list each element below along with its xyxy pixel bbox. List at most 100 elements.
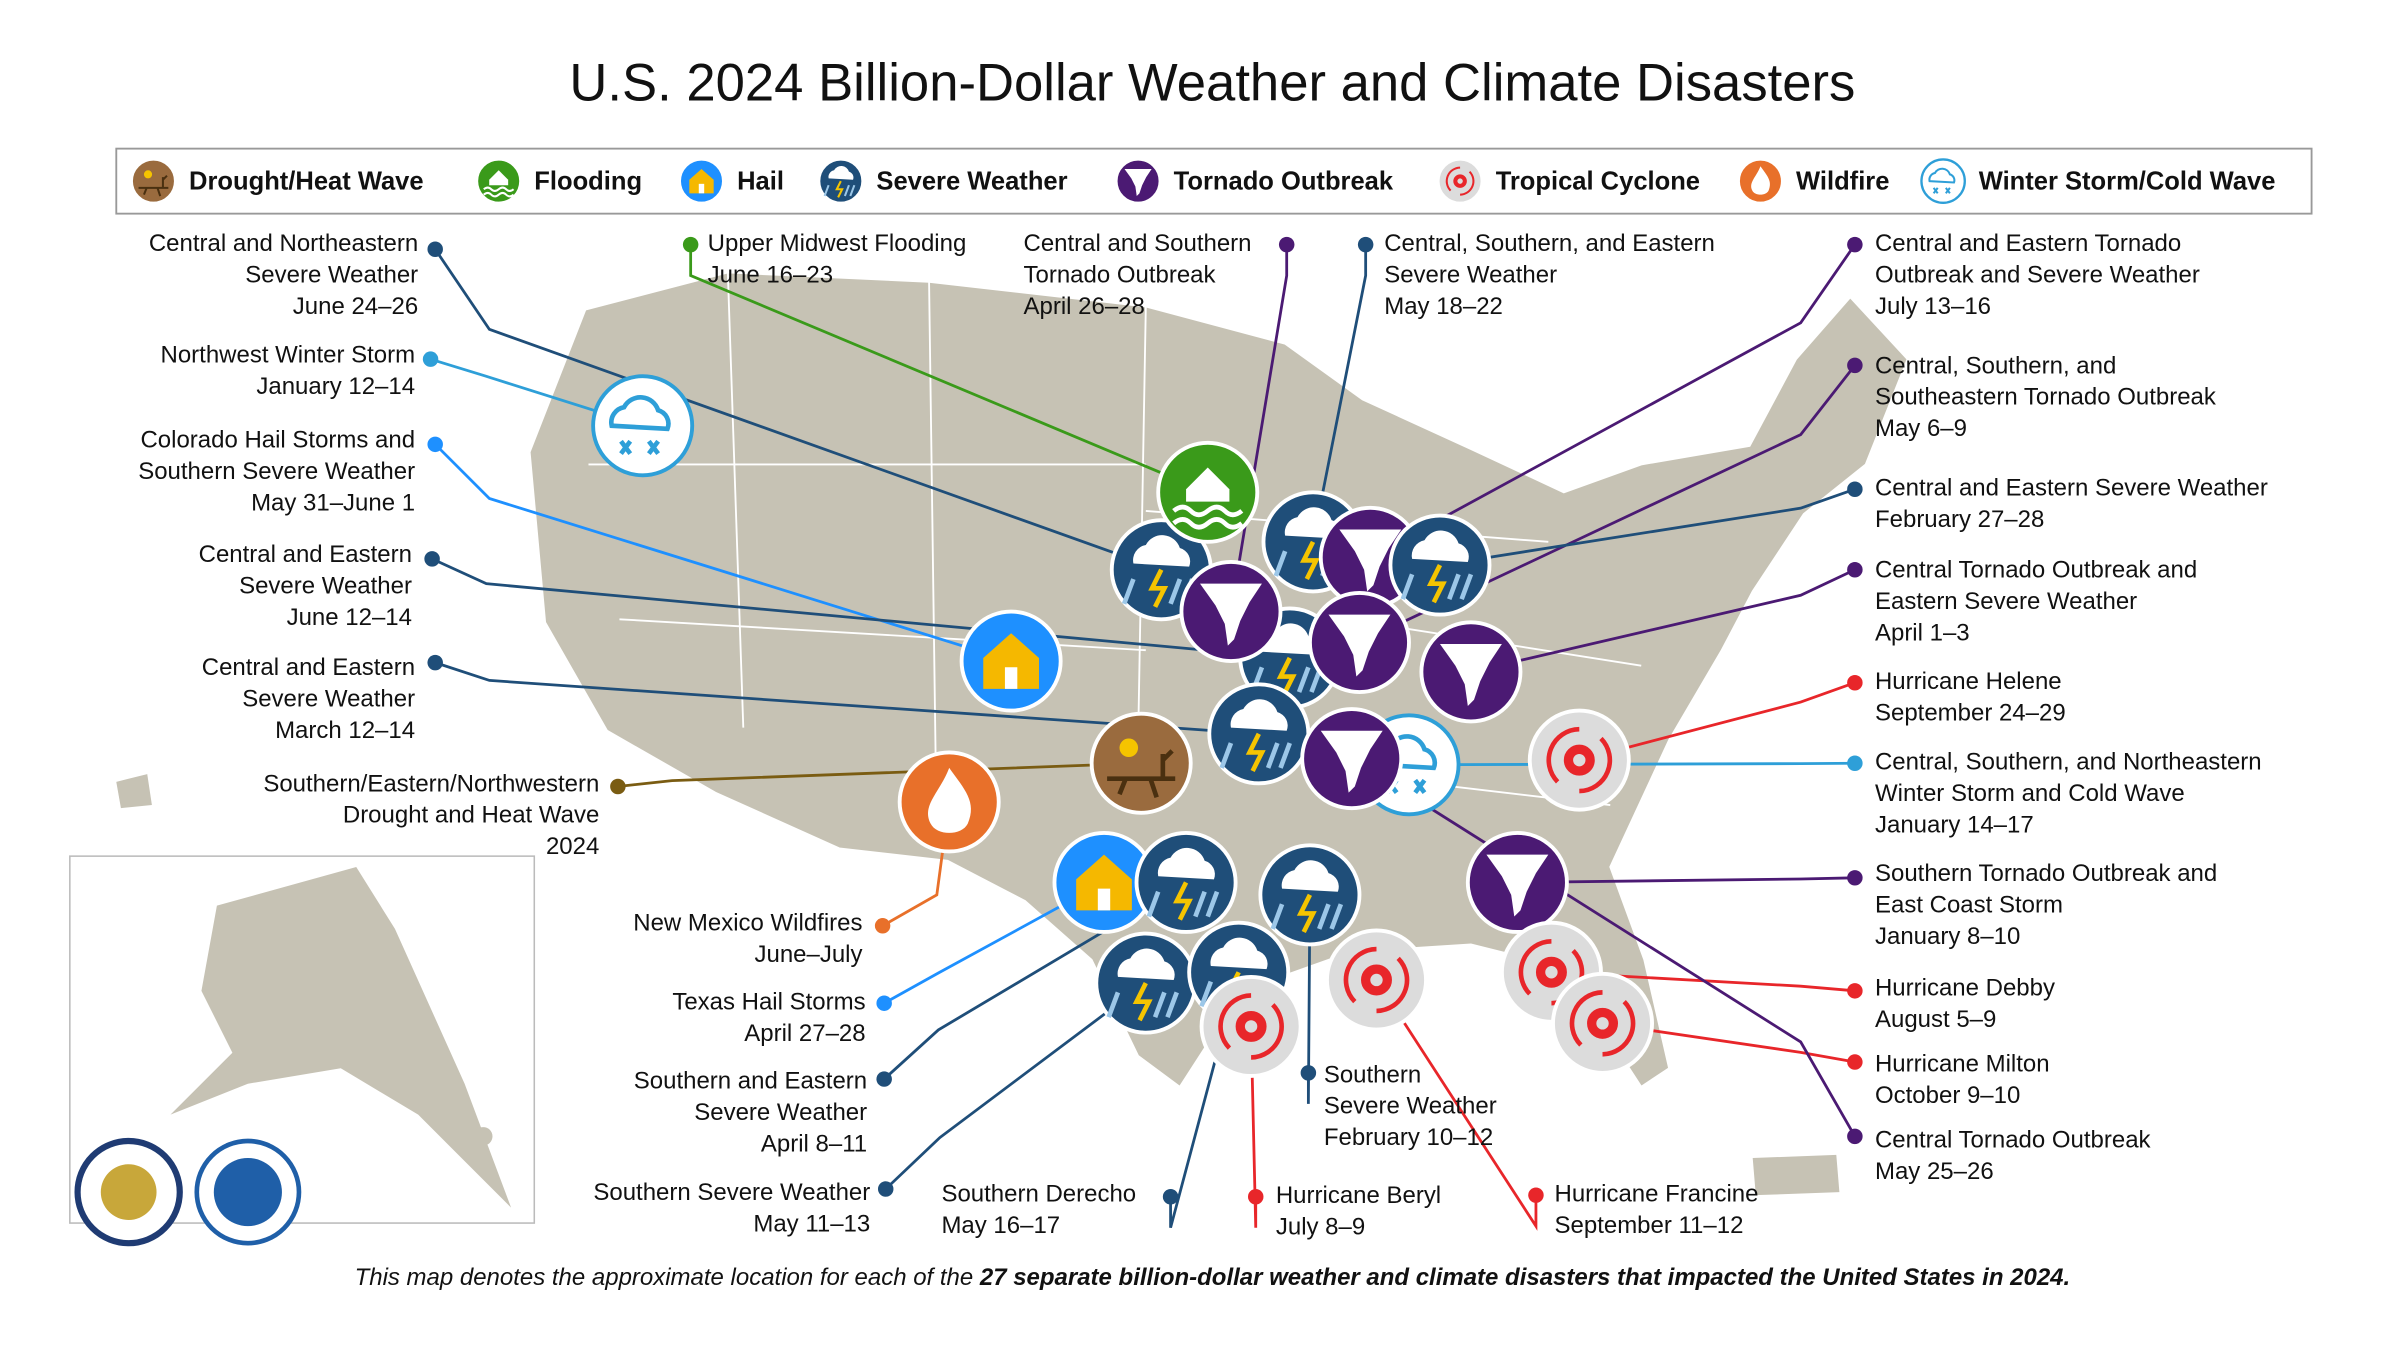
icon-cyc xyxy=(1325,928,1428,1032)
event-label: Hurricane Helene xyxy=(1875,668,2062,695)
legend-label: Wildfire xyxy=(1796,167,1889,195)
event-label: June 16–23 xyxy=(708,261,833,288)
agency-seals xyxy=(74,1137,302,1247)
leader-dot xyxy=(1847,357,1863,374)
leader-line xyxy=(1375,979,1538,1231)
event-label: Severe Weather xyxy=(1324,1093,1497,1120)
event-label: Central, Southern, and Eastern xyxy=(1384,230,1715,257)
icon-cyc xyxy=(1199,974,1303,1078)
icon-hail xyxy=(1052,830,1156,934)
icon-sev xyxy=(1207,682,1311,786)
event-label: Winter Storm and Cold Wave xyxy=(1875,780,2185,807)
event-label: June 24–26 xyxy=(293,293,418,320)
leader-lines xyxy=(422,236,1863,1231)
event-label: Central Tornado Outbreak and xyxy=(1875,557,2197,584)
event-label: March 12–14 xyxy=(275,717,415,744)
icon-glyph xyxy=(1445,166,1475,196)
icon-tor xyxy=(1300,707,1404,811)
icon-glyph xyxy=(1276,656,1297,697)
icon-glyph xyxy=(828,166,854,180)
icon-glyph xyxy=(1076,854,1132,911)
icon-glyph xyxy=(1124,168,1152,197)
icon-glyph xyxy=(1928,167,1956,184)
event-label: July 8–9 xyxy=(1276,1214,1365,1241)
icon-glyph xyxy=(1546,726,1613,794)
icon-disc xyxy=(1325,928,1428,1032)
icon-sev xyxy=(1258,843,1362,947)
leader-line xyxy=(1517,876,1855,884)
icon-glyph xyxy=(1157,847,1215,880)
event-label: Central Tornado Outbreak xyxy=(1875,1126,2152,1153)
icon-fld xyxy=(475,158,522,204)
icon-glyph xyxy=(698,183,705,194)
icon-sev xyxy=(1388,513,1492,617)
icon-glyph xyxy=(823,184,856,197)
leader-line xyxy=(430,357,644,428)
leader-dot xyxy=(1300,1065,1317,1081)
event-label: April 1–3 xyxy=(1875,619,1970,646)
event-label: Southern Tornado Outbreak and xyxy=(1875,860,2217,887)
icon-glyph xyxy=(1186,467,1230,502)
icon-disc xyxy=(1089,711,1193,815)
leader-dot xyxy=(1847,675,1863,691)
icon-glyph xyxy=(1932,187,1951,194)
leader-dot xyxy=(427,436,443,453)
icon-glyph xyxy=(1751,166,1770,195)
icon-disc xyxy=(1199,974,1303,1078)
event-label: New Mexico Wildfires xyxy=(633,910,862,937)
icon-drt xyxy=(130,158,177,204)
event-label: Severe Weather xyxy=(242,686,415,713)
icon-tor xyxy=(1307,591,1411,694)
event-icons xyxy=(591,374,1654,1078)
event-label: Southern/Eastern/Northwestern xyxy=(263,770,599,797)
event-label: May 6–9 xyxy=(1875,415,1967,442)
event-label: Drought and Heat Wave xyxy=(343,802,599,829)
icon-hail xyxy=(959,609,1063,713)
icon-glyph xyxy=(1281,860,1339,892)
footnote: This map denotes the approximate locatio… xyxy=(355,1264,2071,1291)
leader-dot xyxy=(427,654,443,671)
icon-glyph xyxy=(483,186,515,198)
icon-glyph xyxy=(1097,888,1111,911)
title: U.S. 2024 Billion-Dollar Weather and Cli… xyxy=(569,54,1855,113)
leader-dot xyxy=(1847,561,1863,578)
event-label: Severe Weather xyxy=(245,261,418,288)
icon-glyph xyxy=(1439,644,1502,706)
event-label: Central and Eastern Severe Weather xyxy=(1875,475,2268,502)
event-label: Severe Weather xyxy=(1384,261,1557,288)
event-label: 2024 xyxy=(546,833,599,860)
event-label: May 18–22 xyxy=(1384,293,1503,320)
leader-line xyxy=(1578,681,1856,762)
event-label: May 16–17 xyxy=(941,1212,1060,1239)
legend-label: Hail xyxy=(737,167,784,195)
icon-wnt xyxy=(1920,158,1966,204)
icon-glyph xyxy=(609,395,671,432)
icon-glyph xyxy=(1210,937,1268,970)
icon-sun xyxy=(143,170,153,179)
icon-sun xyxy=(1119,738,1139,758)
icon-eye xyxy=(1535,956,1567,988)
leader-line xyxy=(883,881,1105,1005)
event-label: June–July xyxy=(755,941,863,968)
icon-glyph xyxy=(1426,564,1447,604)
event-label: Central and Southern xyxy=(1024,230,1252,257)
icon-glyph xyxy=(1004,667,1018,689)
event-label: January 8–10 xyxy=(1875,923,2020,950)
icon-sev xyxy=(1094,931,1198,1035)
icon-glyph xyxy=(1328,614,1391,677)
leader-dot xyxy=(427,241,443,257)
leader-dot xyxy=(876,995,892,1011)
event-label: Hurricane Francine xyxy=(1555,1181,1759,1208)
leader-line xyxy=(1602,1021,1856,1064)
event-labels: Central and Northeastern Severe Weather Ju… xyxy=(138,230,2268,1241)
event-label: August 5–9 xyxy=(1875,1006,1996,1033)
icon-disc xyxy=(130,158,177,204)
event-label: Central, Southern, and Northeastern xyxy=(1875,749,2262,776)
icon-glyph xyxy=(1148,568,1169,608)
icon-cyc xyxy=(1437,158,1483,204)
footnote-text: This map denotes the approximate locatio… xyxy=(355,1264,980,1291)
leader-dot xyxy=(1847,983,1863,999)
icon-fire xyxy=(897,750,1001,854)
icon-glyph xyxy=(1320,730,1383,793)
